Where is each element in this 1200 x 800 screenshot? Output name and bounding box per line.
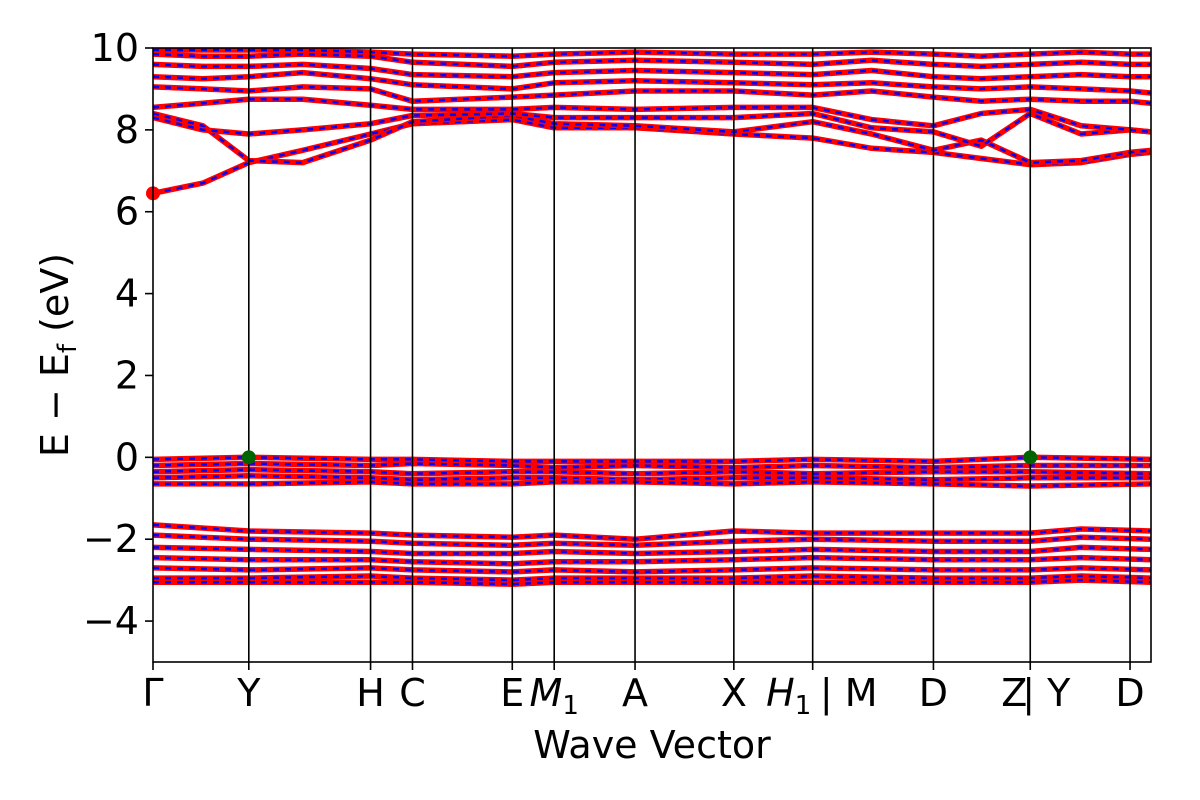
y-tick-label-2: 0: [115, 435, 139, 479]
band-line-down-vb-top: [153, 456, 1151, 463]
y-tick-label-0: −4: [83, 599, 139, 643]
y-tick-label-1: −2: [83, 517, 139, 561]
band-line-down-cb-7: [153, 63, 1151, 80]
y-tick-label-3: 2: [115, 353, 139, 397]
bands-layer: [153, 48, 1151, 587]
x-tick-label-6: A: [622, 671, 648, 715]
x-axis: Γ Y H C E M1 A X H1 | M D Z| Y D: [142, 662, 1145, 721]
band-line-down-cb-9: [153, 48, 1151, 58]
x-tick-label-2: H: [356, 671, 385, 715]
y-tick-label-5: 6: [115, 190, 139, 234]
y-axis-label: E − Ef (eV): [33, 253, 83, 457]
band-line-down-cb-8: [153, 52, 1151, 68]
band-line-down-vb-2: [153, 462, 1151, 469]
kpoint-lines: [248, 48, 1131, 662]
y-axis-label-sub: f: [53, 343, 83, 353]
x-tick-label-0: Γ: [142, 671, 163, 715]
x-tick-label-10: D: [919, 671, 948, 715]
x-tick-label-4: E: [500, 671, 524, 715]
band-line-down-vb-4: [153, 474, 1151, 482]
y-tick-label-6: 8: [115, 108, 139, 152]
x-tick-label-9: | M: [820, 671, 878, 716]
band-line-down-cb-3: [153, 112, 1151, 148]
band-line-down-vb-3: [153, 468, 1151, 475]
y-tick-label-4: 4: [115, 272, 139, 316]
band-line-up-cb-2: [153, 110, 1151, 166]
band-line-down-cb-5: [153, 85, 1151, 105]
y-axis: −4 −2 0 2 4 6 8 10: [83, 26, 153, 643]
x-tick-label-13: D: [1115, 671, 1144, 715]
x-tick-label-3: C: [399, 671, 426, 715]
x-tick-label-7: X: [721, 671, 747, 715]
extrema-markers: [146, 186, 1038, 465]
plot-frame: [152, 47, 1152, 663]
x-tick-label-1: Y: [236, 671, 261, 715]
band-line-down-cb-4: [153, 97, 1151, 134]
vbm-marker-1: [241, 450, 256, 465]
x-axis-label: Wave Vector: [533, 723, 771, 767]
band-line-down-cb-6: [153, 71, 1151, 95]
y-tick-label-7: 10: [91, 26, 139, 70]
band-line-down-vb-5: [153, 480, 1151, 488]
x-tick-label-11: Z: [1001, 671, 1027, 715]
x-tick-label-8: H1: [766, 671, 811, 721]
x-tick-label-5: M1: [530, 671, 579, 721]
band-line-down-cb-2: [153, 112, 1151, 164]
vbm-marker-2: [1023, 450, 1038, 465]
y-axis-label-unit: (eV): [33, 253, 77, 344]
y-axis-label-main: E − E: [33, 353, 77, 457]
x-tick-label-12: | Y: [1022, 671, 1071, 716]
